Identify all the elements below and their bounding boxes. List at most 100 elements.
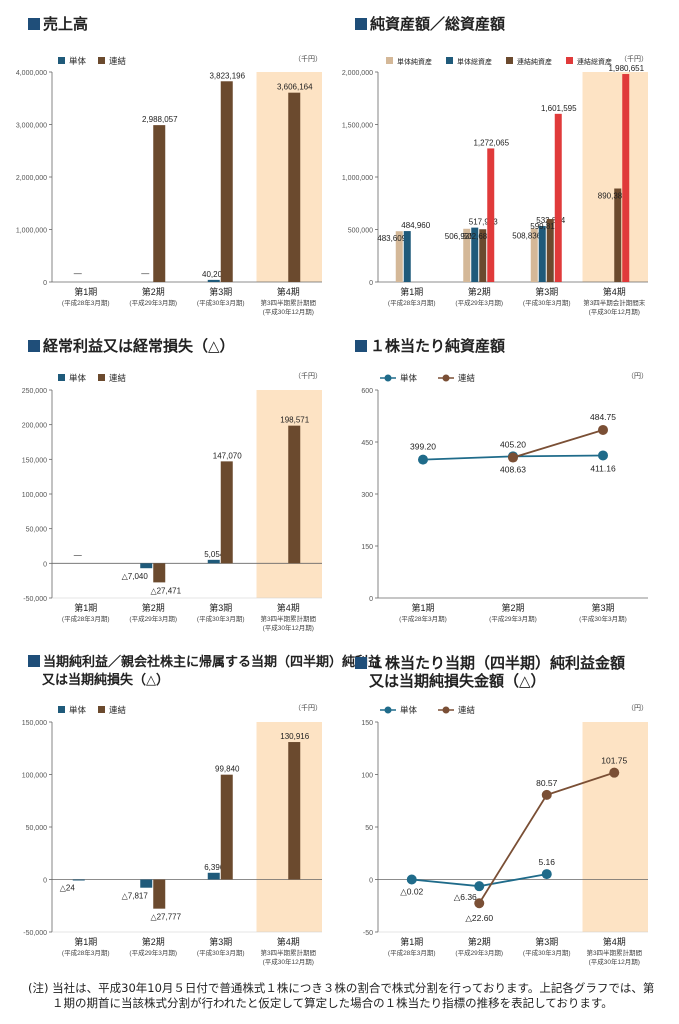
category-label: 第4期 (603, 936, 626, 947)
assets-chart-panel: 純資産額／総資産額 (355, 15, 655, 315)
y-tick-label: 3,000,000 (16, 123, 47, 130)
category-label: 第3期 (209, 936, 232, 947)
data-label: 80.57 (536, 778, 558, 788)
y-tick-label: 500,000 (348, 228, 373, 235)
legend-label: 連結 (109, 705, 127, 715)
bar (220, 774, 233, 880)
category-label: 第4期 (277, 602, 300, 613)
bar (220, 461, 233, 564)
category-sublabel: (平成29年3月期) (129, 298, 177, 307)
unit-label: （円） (627, 372, 648, 380)
data-label: — (141, 269, 149, 278)
y-tick-label: 100 (361, 773, 373, 780)
category-sublabel: (平成28年3月期) (399, 614, 447, 623)
bar (140, 879, 153, 888)
category-sublabel: (平成30年3月期) (579, 614, 627, 623)
bar (463, 228, 471, 282)
data-label: △24 (60, 884, 76, 893)
category-label: 第4期 (277, 286, 300, 297)
category-label: 第2期 (468, 286, 491, 297)
data-label: △7,040 (122, 572, 149, 581)
data-point (541, 869, 552, 880)
y-tick-label: 50,000 (26, 825, 48, 832)
category-sublabel: (平成28年3月期) (62, 948, 110, 957)
legend-swatch (446, 57, 453, 64)
bar (140, 563, 153, 569)
y-tick-label: 50 (365, 825, 373, 832)
legend-marker (442, 706, 450, 714)
data-point (418, 454, 428, 465)
footnote: (注) 当社は、平成30年10月５日付で普通株式１株につき３株の割合で株式分割を… (28, 981, 668, 1011)
data-label: 405.20 (500, 440, 526, 450)
y-tick-label: 150,000 (22, 457, 47, 464)
bar (153, 563, 166, 583)
category-label: 第2期 (468, 936, 491, 947)
bar (153, 879, 166, 909)
y-tick-label: -50,000 (23, 596, 47, 603)
bar (220, 81, 233, 282)
legend-label: 連結 (109, 56, 127, 66)
legend-swatch (566, 57, 573, 64)
category-label: 第3期 (535, 286, 558, 297)
legend-marker (442, 374, 450, 382)
y-tick-label: 250,000 (22, 388, 47, 395)
legend-swatch (386, 57, 393, 64)
legend-swatch (58, 706, 65, 713)
title-marker-icon (355, 657, 367, 669)
category-sublabel: (平成29年3月期) (129, 948, 177, 957)
data-label: 99,840 (215, 765, 240, 774)
bar (72, 879, 85, 881)
unit-label: （千円） (620, 54, 648, 63)
legend-label: 単体 (400, 705, 418, 715)
category-sublabel: (平成28年3月期) (388, 298, 436, 307)
data-label: 408.63 (500, 464, 526, 474)
data-label: △27,471 (150, 586, 181, 595)
y-tick-label: 0 (43, 280, 47, 287)
category-label: 第2期 (142, 286, 165, 297)
category-sublabel: 第3四半期累計期間 (586, 948, 642, 957)
data-label: 502,683 (463, 232, 492, 241)
category-label: 第1期 (74, 286, 97, 297)
category-sublabel: (平成29年3月期) (455, 298, 503, 307)
category-sublabel: (平成30年12月期) (263, 307, 314, 316)
y-tick-label: 150,000 (22, 720, 47, 727)
legend-label: 連結 (458, 705, 476, 715)
data-label: 890,386 (598, 192, 627, 201)
y-tick-label: -50,000 (23, 930, 47, 937)
category-sublabel: (平成28年3月期) (62, 298, 110, 307)
title-marker-icon (355, 18, 367, 30)
category-label: 第3期 (209, 602, 232, 613)
category-sublabel: (平成30年3月期) (197, 614, 245, 623)
highlight-band (582, 722, 648, 932)
data-point (609, 767, 620, 778)
data-point (541, 789, 552, 800)
category-sublabel: 第3四半期会計期間末 (583, 298, 646, 307)
y-tick-label: 450 (361, 440, 373, 447)
y-tick-label: 1,000,000 (342, 175, 373, 182)
eps-chart-panel: １株当たり当期（四半期）純利益金額 又は当期純損失金額（△） (355, 654, 675, 954)
data-label: △22.60 (465, 913, 493, 923)
legend-label: 連結総資産 (577, 57, 612, 66)
data-label: 130,916 (280, 732, 309, 741)
bar (153, 125, 166, 282)
netincome-chart-panel: 当期純利益／親会社株主に帰属する当期（四半期）純利益 又は当期純損失（△） (28, 654, 381, 954)
legend-label: 単体総資産 (457, 57, 492, 66)
category-label: 第3期 (209, 286, 232, 297)
y-tick-label: 100,000 (22, 492, 47, 499)
bar (288, 425, 301, 564)
unit-label: （円） (627, 704, 648, 712)
legend-swatch (98, 706, 105, 713)
assets-chart-title: 純資産額／総資産額 (355, 15, 505, 33)
footnote-line-1: (注) 当社は、平成30年10月５日付で普通株式１株につき３株の割合で株式分割を… (28, 981, 655, 995)
y-tick-label: 150 (361, 544, 373, 551)
bar (622, 74, 630, 282)
category-label: 第1期 (74, 936, 97, 947)
data-point (474, 881, 485, 892)
data-label: 198,571 (280, 416, 309, 425)
data-label: 3,823,196 (209, 71, 245, 80)
data-point (598, 424, 608, 435)
category-label: 第2期 (501, 602, 524, 613)
data-label: △7,817 (122, 892, 149, 901)
category-sublabel: (平成30年3月期) (523, 298, 571, 307)
